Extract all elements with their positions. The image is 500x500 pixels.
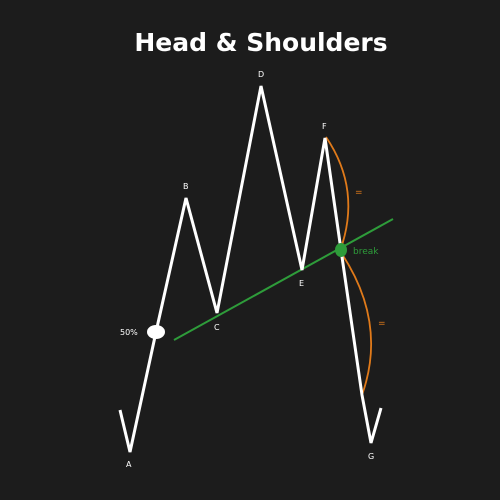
point-label-g: G [368, 452, 374, 461]
break-marker [335, 243, 347, 257]
retrace-50-marker [147, 325, 165, 339]
break-label: break [353, 247, 379, 257]
point-label-a: A [126, 460, 132, 469]
price-path [118, 85, 383, 453]
measure-arc-bottom [339, 250, 372, 396]
retrace-50-label: 50% [120, 328, 138, 337]
point-label-c: C [214, 323, 220, 332]
point-label-e: E [299, 279, 304, 288]
neckline [173, 218, 394, 341]
point-label-b: B [183, 182, 189, 191]
point-label-f: F [322, 122, 327, 131]
equal-top-label: = [355, 188, 363, 198]
measure-arc-top [325, 136, 350, 252]
diagram-title: Head & Shoulders [134, 28, 388, 57]
point-label-d: D [258, 70, 264, 79]
equal-bottom-label: = [378, 319, 386, 329]
